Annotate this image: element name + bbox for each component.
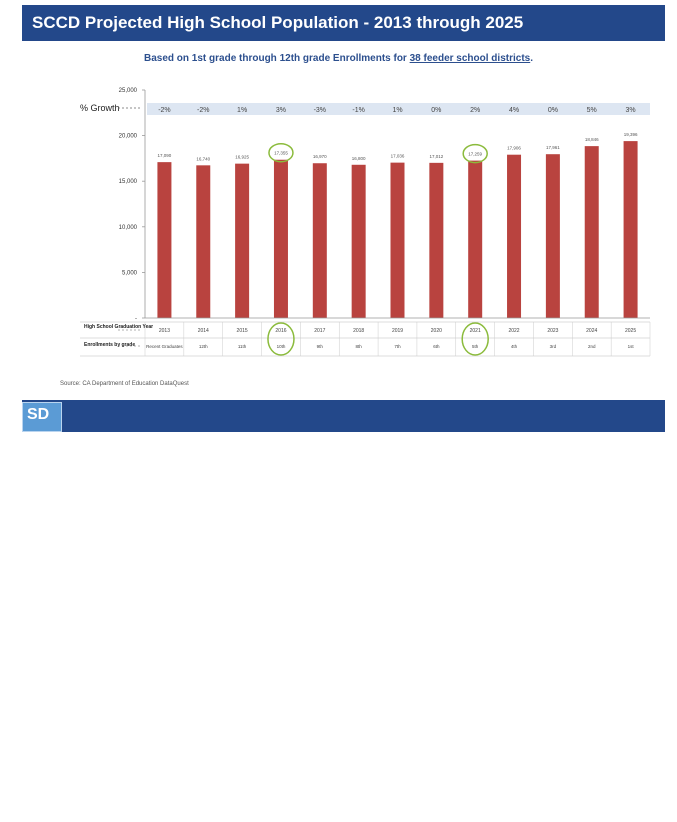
bar-2019 bbox=[390, 162, 405, 318]
slide: SCCD Projected High School Population - … bbox=[0, 5, 677, 822]
highlight-circle-table bbox=[267, 322, 295, 356]
bar-value-label: 17,961 bbox=[546, 145, 560, 150]
x-tick-label: 2021 bbox=[470, 328, 481, 334]
grade-label: 2nd bbox=[588, 344, 596, 349]
grade-label: 9th bbox=[317, 344, 324, 349]
growth-value: 5% bbox=[587, 107, 597, 114]
college-logo: SD bbox=[22, 402, 62, 432]
grade-label: 7th bbox=[394, 344, 401, 349]
x-tick-label: 2023 bbox=[547, 328, 558, 334]
y-tick-label: 10,000 bbox=[119, 225, 138, 231]
x-tick-label: 2022 bbox=[508, 328, 519, 334]
bar-value-label: 17,012 bbox=[429, 154, 443, 159]
bar-value-label: 17,259 bbox=[468, 152, 482, 157]
bar-2016 bbox=[273, 159, 288, 318]
x-tick-label: 2024 bbox=[586, 328, 597, 334]
bar-value-label: 19,396 bbox=[624, 132, 638, 137]
highlight-circle bbox=[268, 142, 294, 163]
growth-value: -2% bbox=[197, 107, 209, 114]
grade-label: 6th bbox=[433, 344, 440, 349]
bar-2024 bbox=[584, 146, 599, 318]
bar-2014 bbox=[196, 165, 211, 318]
y-tick-label: 5,000 bbox=[122, 270, 138, 276]
growth-value: -1% bbox=[352, 107, 364, 114]
growth-value: 3% bbox=[276, 107, 286, 114]
logo-text: SD bbox=[27, 406, 50, 423]
bar-2025 bbox=[623, 141, 638, 318]
y-tick-label: 25,000 bbox=[119, 88, 138, 94]
x-tick-label: 2015 bbox=[237, 328, 248, 334]
grade-label: 11th bbox=[238, 344, 247, 349]
bar-2022 bbox=[507, 154, 522, 318]
row-graduation-year-label: High School Graduation Year bbox=[84, 324, 153, 330]
y-tick-label: 15,000 bbox=[119, 179, 138, 185]
bar-2013 bbox=[157, 162, 172, 318]
grade-label: 5th bbox=[472, 344, 479, 349]
subtitle-prefix: Based on 1st grade through 12th grade En… bbox=[144, 53, 410, 64]
growth-value: 3% bbox=[626, 107, 636, 114]
y-tick-label: - bbox=[135, 316, 137, 322]
growth-band bbox=[147, 103, 650, 115]
row-enrollments-grade-label: Enrollments by grade bbox=[84, 342, 135, 348]
bar-chart: - 5,000 10,000 15,000 20,000 25,000 % Growth -2… bbox=[80, 88, 651, 357]
title-bar: SCCD Projected High School Population - … bbox=[22, 5, 665, 41]
growth-value: -2% bbox=[158, 107, 170, 114]
footer-tagline: Cultivating Lives Through Education bbox=[507, 813, 635, 822]
bar-2017 bbox=[312, 163, 327, 318]
growth-value: 0% bbox=[548, 107, 558, 114]
x-tick-label: 2020 bbox=[431, 328, 442, 334]
grade-label: 8th bbox=[356, 344, 363, 349]
highlight-circle bbox=[462, 143, 488, 164]
bar-value-label: 17,906 bbox=[507, 146, 521, 151]
bar-2018 bbox=[351, 164, 366, 318]
chart-subtitle: Based on 1st grade through 12th grade En… bbox=[0, 53, 677, 64]
growth-row-label: % Growth bbox=[80, 103, 120, 113]
growth-value: 2% bbox=[470, 107, 480, 114]
growth-value: 0% bbox=[431, 107, 441, 114]
grade-label: 10th bbox=[277, 344, 286, 349]
bar-value-label: 17,355 bbox=[274, 151, 288, 156]
slide-title: SCCD Projected High School Population - … bbox=[32, 13, 524, 32]
bar-2021 bbox=[468, 160, 483, 318]
grade-label: 4th bbox=[511, 344, 518, 349]
grade-label: 1st bbox=[628, 344, 635, 349]
highlight-circle-table bbox=[461, 322, 489, 356]
bar-value-label: 16,800 bbox=[352, 156, 366, 161]
subtitle-suffix: . bbox=[530, 53, 533, 64]
x-tick-label: 2016 bbox=[275, 328, 286, 334]
footer-bar: Cultivating Lives Through Education bbox=[22, 400, 665, 822]
source-note: Source: CA Department of Education DataQ… bbox=[60, 381, 189, 387]
x-tick-label: 2019 bbox=[392, 328, 403, 334]
growth-value: 1% bbox=[237, 107, 247, 114]
bar-2023 bbox=[545, 154, 560, 318]
grade-label: 3rd bbox=[550, 344, 557, 349]
x-tick-label: 2017 bbox=[314, 328, 325, 334]
grade-label: Recent Graduates bbox=[146, 344, 183, 349]
x-tick-label: 2025 bbox=[625, 328, 636, 334]
bar-value-label: 17,036 bbox=[391, 154, 405, 159]
subtitle-highlight: 38 feeder school districts bbox=[409, 53, 531, 64]
x-tick-label: 2014 bbox=[198, 328, 209, 334]
x-tick-label: 2018 bbox=[353, 328, 364, 334]
grade-label: 12th bbox=[199, 344, 208, 349]
growth-value: -3% bbox=[314, 107, 326, 114]
y-tick-label: 20,000 bbox=[119, 134, 138, 140]
bar-value-label: 17,090 bbox=[158, 153, 172, 158]
bar-value-label: 16,740 bbox=[196, 156, 210, 161]
bar-2015 bbox=[235, 163, 250, 318]
bar-value-label: 16,970 bbox=[313, 154, 327, 159]
bar-value-label: 16,925 bbox=[235, 155, 249, 160]
growth-value: 4% bbox=[509, 107, 519, 114]
growth-value: 1% bbox=[392, 107, 402, 114]
bar-2020 bbox=[429, 162, 444, 318]
x-tick-label: 2013 bbox=[159, 328, 170, 334]
bar-value-label: 18,846 bbox=[585, 137, 599, 142]
